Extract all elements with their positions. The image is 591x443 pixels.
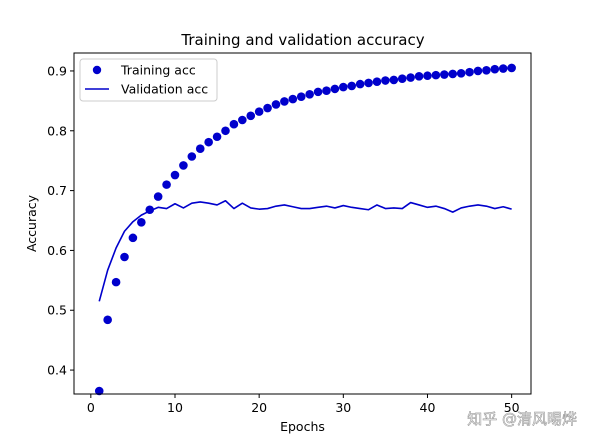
training-acc-point xyxy=(103,315,112,325)
training-acc-point xyxy=(221,126,230,136)
watermark-text: 知乎 @清风晹烨 xyxy=(467,410,577,428)
y-tick-label: 0.4 xyxy=(47,363,67,378)
training-acc-point xyxy=(111,277,121,287)
legend-label-validation: Validation acc xyxy=(121,82,208,97)
training-acc-point xyxy=(170,170,180,180)
training-acc-point xyxy=(263,103,272,113)
validation-acc-line xyxy=(98,199,512,302)
training-acc-point xyxy=(280,97,289,106)
training-acc-point xyxy=(465,67,474,77)
legend: Training acc Validation acc xyxy=(79,58,218,102)
x-axis-label: Epochs xyxy=(280,419,325,434)
x-tick-label: 0 xyxy=(87,400,95,415)
y-tick-label: 0.9 xyxy=(47,63,67,78)
training-acc-point xyxy=(482,66,491,75)
training-acc-point xyxy=(448,69,458,79)
y-axis-label: Accuracy xyxy=(24,194,39,252)
training-acc-point xyxy=(246,111,256,121)
training-acc-point xyxy=(94,386,104,396)
training-acc-point xyxy=(414,72,424,81)
training-acc-point xyxy=(162,180,171,189)
x-tick-label: 40 xyxy=(420,400,436,415)
legend-marker-training xyxy=(92,65,102,75)
plot-area: 0 10 20 30 40 50 0.4 0.5 0.6 0.7 0.8 0.9 xyxy=(47,52,532,415)
x-tick-label: 50 xyxy=(504,400,520,415)
x-axis-ticks: 0 10 20 30 40 50 xyxy=(87,394,520,415)
y-tick-label: 0.7 xyxy=(47,183,67,198)
x-tick-label: 10 xyxy=(167,400,183,415)
x-tick-label: 30 xyxy=(335,400,351,415)
training-acc-point xyxy=(187,152,197,161)
training-acc-point xyxy=(440,70,449,79)
training-acc-point xyxy=(271,100,281,109)
y-axis-ticks: 0.4 0.5 0.6 0.7 0.8 0.9 xyxy=(47,63,74,378)
training-acc-point xyxy=(305,89,314,99)
training-acc-point xyxy=(179,161,188,170)
training-acc-point xyxy=(120,252,129,262)
training-acc-point xyxy=(204,137,213,147)
training-acc-point xyxy=(431,70,441,80)
training-acc-point xyxy=(254,107,264,116)
series-layer xyxy=(94,63,516,396)
chart-title: Training and validation accuracy xyxy=(180,31,424,49)
training-acc-point xyxy=(313,87,323,97)
training-acc-point xyxy=(330,84,340,94)
training-acc-point xyxy=(347,81,357,91)
training-acc-point xyxy=(229,119,239,129)
axes-frame xyxy=(73,52,532,395)
training-acc-point xyxy=(195,144,205,154)
y-tick-label: 0.5 xyxy=(47,303,67,318)
x-tick-label: 20 xyxy=(251,400,267,415)
training-acc-point xyxy=(406,73,415,82)
training-acc-point xyxy=(456,69,466,78)
training-acc-point xyxy=(238,115,247,125)
legend-box xyxy=(79,58,218,102)
training-acc-point xyxy=(128,233,138,243)
training-acc-point xyxy=(397,74,407,84)
training-acc-point xyxy=(322,86,331,95)
training-acc-point xyxy=(381,76,390,85)
legend-label-training: Training acc xyxy=(120,63,196,78)
y-tick-label: 0.8 xyxy=(47,123,67,138)
training-acc-point xyxy=(473,66,483,76)
training-acc-point xyxy=(296,92,306,101)
training-acc-point xyxy=(212,132,222,142)
training-acc-point xyxy=(490,64,500,74)
training-acc-point xyxy=(153,192,163,201)
training-acc-point xyxy=(137,218,146,227)
y-tick-label: 0.6 xyxy=(47,243,67,258)
training-acc-point xyxy=(372,77,382,87)
training-acc-point xyxy=(288,94,298,104)
training-acc-point xyxy=(339,82,348,92)
training-acc-point xyxy=(389,75,399,85)
training-acc-point xyxy=(507,63,516,73)
training-acc-point xyxy=(355,79,365,89)
training-acc-point xyxy=(364,78,373,88)
training-acc-point xyxy=(498,64,508,73)
training-acc-point xyxy=(423,71,432,81)
